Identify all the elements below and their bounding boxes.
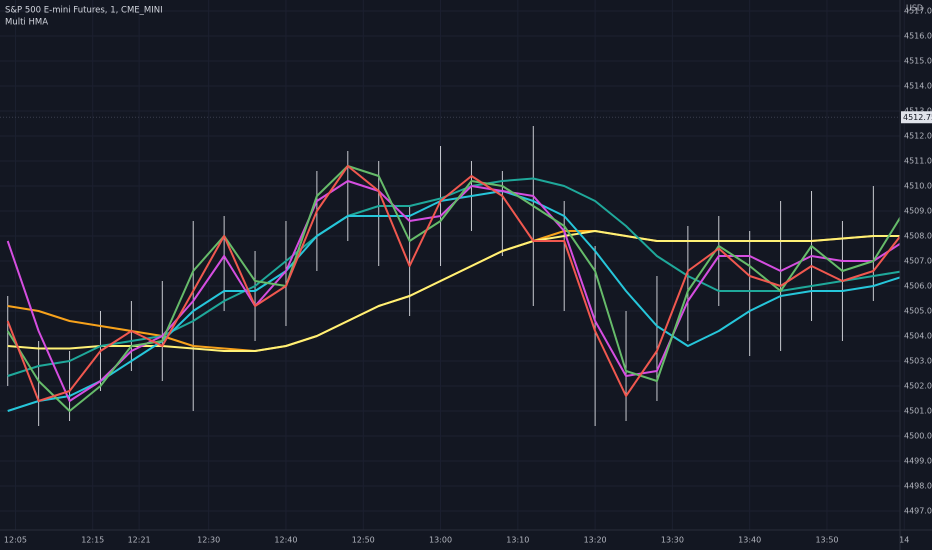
x-tick-label: 12:05	[4, 536, 27, 545]
y-tick-label: 4516.00	[904, 32, 932, 41]
x-tick-label: 12:30	[197, 536, 220, 545]
y-tick-label: 4517.00	[904, 7, 932, 16]
y-tick-label: 4502.00	[904, 382, 932, 391]
x-tick-label: 12:21	[128, 536, 151, 545]
hma-line	[6, 165, 900, 402]
x-tick-label: 13:00	[429, 536, 452, 545]
plot-area	[6, 126, 900, 426]
y-tick-label: 4500.00	[904, 432, 932, 441]
last-price-box	[901, 111, 932, 124]
chart-title: S&P 500 E-mini Futures, 1, CME_MINI	[5, 6, 163, 16]
x-tick-label: 12:15	[81, 536, 104, 545]
x-tick-label: 13:40	[738, 536, 761, 545]
y-tick-label: 4505.00	[904, 307, 932, 316]
last-price-label: 4512.75	[903, 113, 932, 122]
x-tick-label: 14	[899, 536, 909, 545]
y-tick-label: 4511.00	[904, 157, 932, 166]
indicator-name: Multi HMA	[5, 18, 48, 28]
axes: 4497.00 4498.00 4499.00 4500.00 4501.00 4502.…	[0, 7, 932, 545]
x-tick-label: 13:30	[661, 536, 684, 545]
y-tick-label: 4497.00	[904, 507, 932, 516]
y-tick-label: 4513.00	[904, 107, 932, 116]
y-tick-label: 4514.00	[904, 82, 932, 91]
x-tick-label: 12:50	[352, 536, 375, 545]
y-tick-label: 4512.00	[904, 132, 932, 141]
y-tick-label: 4504.00	[904, 332, 932, 341]
y-tick-label: 4515.00	[904, 57, 932, 66]
y-tick-label: 4499.00	[904, 457, 932, 466]
hma-line	[6, 165, 900, 412]
y-tick-label: 4506.00	[904, 282, 932, 291]
x-tick-label: 13:20	[584, 536, 607, 545]
x-tick-label: 13:50	[815, 536, 838, 545]
y-tick-label: 4510.00	[904, 182, 932, 191]
hma-line	[7, 177, 900, 377]
y-tick-label: 4501.00	[904, 407, 932, 416]
x-tick-label: 13:10	[506, 536, 529, 545]
currency-label: USD	[906, 4, 923, 13]
y-tick-label: 4509.00	[904, 207, 932, 216]
y-tick-label: 4498.00	[904, 482, 932, 491]
y-tick-label: 4507.00	[904, 257, 932, 266]
y-tick-label: 4508.00	[904, 232, 932, 241]
hma-line	[7, 230, 900, 352]
y-tick-label: 4503.00	[904, 357, 932, 366]
x-tick-label: 12:40	[274, 536, 297, 545]
